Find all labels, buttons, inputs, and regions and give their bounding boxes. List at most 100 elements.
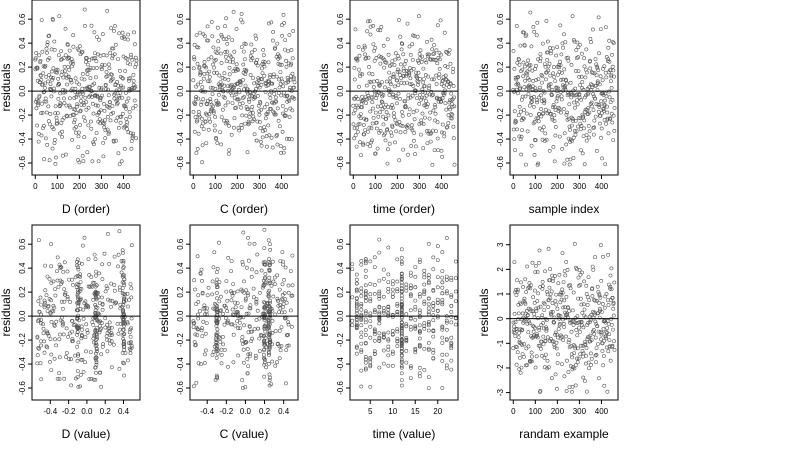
data-point [53, 111, 58, 116]
x-tick-label: 0 [33, 182, 38, 191]
data-point [62, 376, 67, 381]
data-point [602, 108, 606, 113]
data-point [390, 124, 395, 129]
data-point [399, 80, 404, 85]
data-point [395, 122, 400, 127]
data-point [290, 108, 295, 113]
data-point [401, 52, 406, 57]
data-point [431, 255, 436, 260]
data-point [232, 290, 237, 295]
data-point [242, 57, 247, 62]
data-point [404, 312, 409, 317]
data-point [428, 57, 433, 62]
data-point [555, 361, 560, 365]
data-point [112, 283, 117, 287]
data-point [386, 52, 391, 57]
data-point [520, 67, 525, 72]
data-point [449, 346, 454, 351]
data-point [602, 64, 607, 69]
data-point [399, 354, 404, 358]
x-tick-label: 0 [191, 182, 196, 191]
data-point [601, 326, 606, 331]
data-point [604, 121, 609, 126]
data-point [606, 45, 611, 50]
data-point [596, 342, 600, 347]
data-point [611, 40, 615, 44]
data-point [354, 296, 359, 301]
data-point [609, 86, 614, 90]
data-point [122, 324, 126, 328]
data-point [535, 269, 540, 274]
data-point [530, 68, 535, 73]
data-point [399, 76, 404, 80]
data-point [350, 267, 355, 272]
data-point [372, 79, 376, 84]
data-point [432, 51, 437, 56]
data-point [559, 97, 564, 102]
data-point [422, 321, 427, 326]
data-point [414, 70, 419, 75]
data-point [91, 377, 96, 382]
data-point [545, 58, 550, 62]
data-point [46, 104, 51, 109]
data-point [441, 84, 446, 88]
data-point [581, 354, 585, 359]
data-point [62, 69, 67, 74]
data-point [249, 339, 254, 344]
data-point [440, 341, 445, 345]
y-axis-label: residuals [477, 288, 491, 336]
data-point [68, 78, 73, 83]
data-point [533, 138, 538, 143]
data-point [546, 298, 551, 303]
data-point [544, 325, 549, 330]
data-point [399, 378, 404, 383]
data-point [45, 40, 50, 45]
data-point [267, 378, 272, 383]
data-point [88, 350, 93, 355]
data-point [289, 294, 294, 298]
data-point [242, 95, 247, 99]
data-point [440, 386, 445, 390]
data-point [257, 85, 262, 90]
data-point [372, 255, 377, 260]
data-point [48, 310, 53, 315]
data-point [527, 319, 531, 324]
data-point [354, 351, 359, 356]
data-point [553, 274, 557, 278]
data-point [541, 342, 546, 346]
data-point [537, 112, 542, 117]
data-point [116, 83, 121, 88]
data-point [598, 243, 603, 248]
data-point [214, 137, 219, 141]
data-point [262, 374, 267, 379]
data-point [103, 136, 108, 141]
data-point [282, 114, 287, 119]
data-point [560, 290, 565, 295]
data-point [244, 68, 249, 73]
data-point [243, 385, 248, 390]
data-point [215, 266, 220, 271]
data-point [600, 349, 605, 353]
data-point [243, 296, 248, 301]
data-point [440, 122, 445, 127]
data-point [602, 338, 607, 343]
data-point [576, 124, 580, 129]
data-point [352, 66, 357, 70]
data-point [612, 74, 616, 79]
data-point [253, 33, 258, 38]
data-point [94, 349, 99, 354]
data-point [604, 334, 608, 339]
data-point [561, 45, 566, 50]
data-point [422, 95, 427, 100]
data-point [251, 114, 256, 119]
data-point [413, 348, 418, 353]
data-point [401, 147, 406, 152]
y-tick-label: 0.2 [176, 286, 185, 298]
data-point [56, 97, 61, 101]
data-point [265, 112, 270, 116]
data-point [267, 383, 272, 388]
data-point [81, 115, 86, 120]
data-point [516, 91, 520, 96]
data-point [97, 330, 102, 335]
data-point [422, 275, 427, 280]
